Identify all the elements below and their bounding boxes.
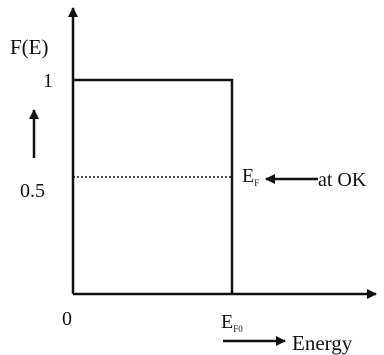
annotation-label: at OK [318,169,367,191]
fermi-level-label: EF [242,165,259,188]
x-axis-label: Energy [292,331,353,355]
fermi-level-zero-label: EF0 [221,311,243,334]
tick-half-label: 0.5 [20,180,45,202]
y-axis-label: F(E) [10,35,49,59]
tick-one-label: 1 [43,70,53,92]
origin-label: 0 [62,308,72,330]
distribution-curve [73,78,234,294]
